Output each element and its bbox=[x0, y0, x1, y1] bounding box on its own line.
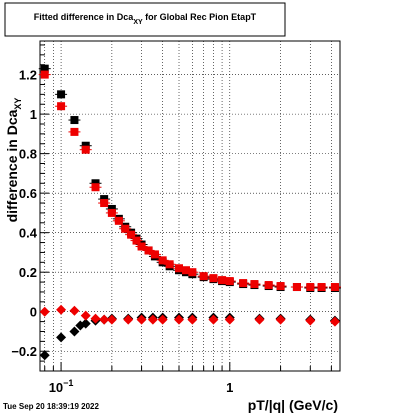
diamond-marker bbox=[90, 313, 101, 324]
diamond-marker bbox=[174, 314, 185, 325]
diamond-marker bbox=[69, 305, 80, 316]
plot-frame bbox=[39, 40, 341, 372]
diamond-marker bbox=[56, 304, 67, 315]
square-marker bbox=[330, 283, 339, 292]
square-marker bbox=[57, 102, 66, 111]
square-marker bbox=[144, 246, 153, 255]
square-marker bbox=[114, 216, 123, 225]
square-marker bbox=[239, 279, 248, 288]
timestamp: Tue Sep 20 18:39:19 2022 bbox=[3, 402, 99, 411]
diamond-marker bbox=[208, 314, 219, 325]
diamond-marker bbox=[157, 314, 168, 325]
square-marker bbox=[225, 277, 234, 286]
data-markers bbox=[38, 64, 341, 361]
square-marker bbox=[306, 283, 315, 292]
square-marker bbox=[70, 127, 79, 136]
y-axis-title: difference in DcaXY bbox=[4, 98, 23, 223]
x-axis-title: pT/|q| (GeV/c) bbox=[248, 397, 338, 413]
y-tick-label: 0.2 bbox=[19, 265, 37, 280]
tick-labels: −0.2 0 0.2 0.4 0.6 0.8 1 1.2 10−1 1 bbox=[11, 68, 233, 395]
y-tick-label: 0.6 bbox=[19, 186, 37, 201]
y-tick-label: 0 bbox=[30, 305, 37, 320]
square-marker bbox=[100, 199, 109, 208]
square-marker bbox=[158, 256, 167, 265]
diamond-marker bbox=[224, 314, 235, 325]
square-marker bbox=[218, 276, 227, 285]
square-marker bbox=[40, 70, 49, 79]
diamond-marker bbox=[99, 314, 110, 325]
diamond-marker bbox=[254, 314, 265, 325]
square-marker bbox=[150, 250, 159, 259]
diamond-marker bbox=[80, 310, 91, 321]
x-tick-label: 1 bbox=[226, 380, 233, 395]
square-marker bbox=[137, 242, 146, 251]
square-marker bbox=[121, 224, 130, 233]
y-tick-label: 0.8 bbox=[19, 147, 37, 162]
square-marker bbox=[188, 268, 197, 277]
grid bbox=[40, 41, 340, 371]
square-marker bbox=[264, 281, 273, 290]
diamond-marker bbox=[187, 314, 198, 325]
y-tick-label: −0.2 bbox=[11, 344, 37, 359]
square-marker bbox=[132, 236, 141, 245]
square-marker bbox=[181, 266, 190, 275]
diamond-marker bbox=[329, 316, 340, 327]
square-marker bbox=[175, 264, 184, 273]
title-box bbox=[4, 2, 286, 37]
axis-ticks bbox=[40, 44, 332, 371]
x-tick-label: 10−1 bbox=[49, 378, 74, 395]
square-marker bbox=[70, 116, 79, 125]
square-marker bbox=[127, 230, 136, 239]
square-marker bbox=[57, 90, 66, 99]
square-marker bbox=[40, 64, 49, 73]
square-marker bbox=[292, 283, 301, 292]
square-marker bbox=[317, 283, 326, 292]
chart-title: Fitted difference in DcaXY for Global Re… bbox=[34, 12, 257, 26]
square-marker bbox=[81, 145, 90, 154]
diamond-marker bbox=[275, 314, 286, 325]
diamond-marker bbox=[56, 332, 67, 343]
square-marker bbox=[276, 282, 285, 291]
square-marker bbox=[199, 272, 208, 281]
y-tick-label: 0.4 bbox=[19, 226, 38, 241]
diamond-marker bbox=[80, 318, 91, 329]
diamond-marker bbox=[39, 306, 50, 317]
square-marker bbox=[165, 260, 174, 269]
square-marker bbox=[209, 274, 218, 283]
diamond-marker bbox=[136, 314, 147, 325]
y-tick-label: 1 bbox=[30, 107, 37, 122]
y-tick-label: 1.2 bbox=[19, 68, 37, 83]
square-marker bbox=[250, 280, 259, 289]
square-marker bbox=[91, 183, 100, 192]
diamond-marker bbox=[106, 314, 117, 325]
diamond-marker bbox=[123, 314, 134, 325]
diamond-marker bbox=[39, 350, 50, 361]
diamond-marker bbox=[69, 326, 80, 337]
diamond-marker bbox=[147, 314, 158, 325]
diamond-marker bbox=[305, 315, 316, 326]
square-marker bbox=[107, 208, 116, 217]
